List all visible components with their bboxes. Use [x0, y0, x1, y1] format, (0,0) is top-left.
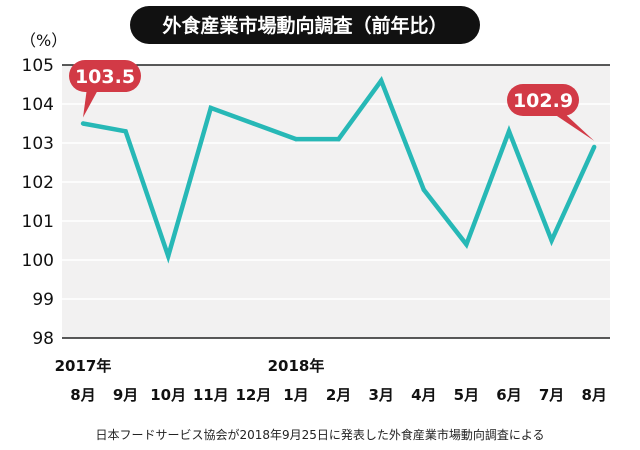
- data-point: [123, 129, 128, 134]
- y-tick-label: 102: [22, 173, 54, 193]
- year-labels: 2017年 2018年: [55, 357, 325, 375]
- data-point: [166, 253, 171, 259]
- x-tick-label: 8月: [70, 386, 95, 404]
- x-tick-label: 5月: [454, 386, 479, 404]
- x-tick-label: 10月: [150, 386, 186, 404]
- x-tick-label: 8月: [581, 386, 606, 404]
- callout-bubble: 102.9: [507, 84, 595, 141]
- callout-label: 103.5: [75, 66, 135, 88]
- data-point: [549, 238, 554, 243]
- callout-pointer: [83, 88, 99, 118]
- data-point: [251, 121, 256, 126]
- x-tick-label: 12月: [235, 386, 271, 404]
- callouts: 103.5 102.9: [69, 60, 595, 141]
- year-label: 2017年: [55, 357, 112, 375]
- data-point: [80, 121, 86, 126]
- data-point: [464, 242, 469, 247]
- y-tick-label: 100: [22, 251, 54, 271]
- y-unit-label: （%）: [20, 31, 67, 50]
- y-tick-label: 101: [22, 212, 54, 232]
- y-tick-label: 98: [32, 329, 54, 349]
- gridlines: [62, 64, 610, 339]
- data-point: [592, 144, 597, 150]
- callout-label: 102.9: [513, 90, 573, 112]
- x-tick-label: 9月: [113, 386, 138, 404]
- data-point: [336, 136, 341, 142]
- x-tick-label: 6月: [496, 386, 521, 404]
- x-axis-ticks: 8月 9月 10月 11月 12月 1月 2月 3月 4月 5月 6月 7月 8月: [70, 386, 607, 404]
- callout-box: [69, 60, 141, 92]
- callout-box: [507, 84, 579, 116]
- x-tick-label: 2月: [326, 386, 351, 404]
- y-tick-label: 105: [22, 56, 54, 76]
- chart-title: 外食産業市場動向調査（前年比）: [162, 14, 447, 37]
- y-tick-label: 99: [32, 290, 54, 310]
- x-tick-label: 7月: [539, 386, 564, 404]
- data-point: [293, 136, 299, 142]
- data-point: [506, 129, 512, 134]
- x-tick-label: 11月: [193, 386, 229, 404]
- data-point: [379, 78, 384, 83]
- y-tick-label: 104: [22, 95, 54, 115]
- series-group: [80, 75, 597, 264]
- data-point: [208, 105, 213, 111]
- x-tick-label: 1月: [283, 386, 308, 404]
- x-tick-label: 3月: [368, 386, 393, 404]
- x-tick-label: 4月: [411, 386, 436, 404]
- source-note: 日本フードサービス協会が2018年9月25日に発表した外食産業市場動向調査による: [95, 427, 544, 442]
- year-label: 2018年: [268, 357, 325, 375]
- callout-pointer: [551, 112, 595, 141]
- data-point: [421, 187, 426, 192]
- title-pill: [130, 6, 480, 44]
- y-axis-ticks: 98 99 100 101 102 103 104 105: [22, 56, 54, 349]
- callout-bubble: 103.5: [69, 60, 141, 118]
- y-tick-label: 103: [22, 134, 54, 154]
